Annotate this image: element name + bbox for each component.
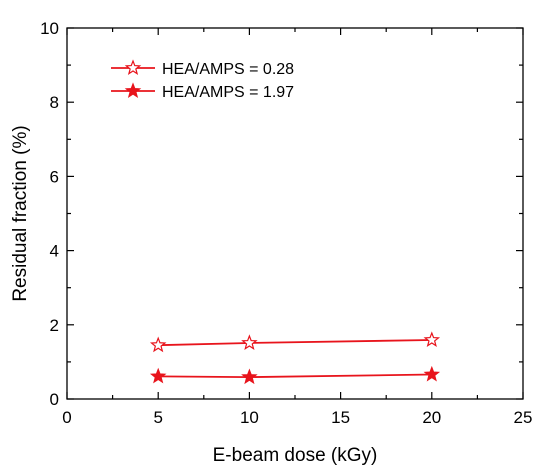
x-tick-label: 15 xyxy=(331,408,350,427)
data-point xyxy=(241,334,258,350)
legend-label: HEA/AMPS = 1.97 xyxy=(162,84,294,101)
legend-marker xyxy=(124,59,142,76)
y-tick-labels: 0 2 4 6 8 10 xyxy=(40,19,59,409)
x-tick-labels: 0 5 10 15 20 25 xyxy=(62,408,532,427)
data-point xyxy=(241,368,258,385)
plot-series xyxy=(149,331,441,385)
y-tick-label: 2 xyxy=(50,316,59,335)
data-point xyxy=(423,331,441,348)
legend: HEA/AMPS = 0.28 HEA/AMPS = 1.97 xyxy=(111,59,294,101)
y-axis-label: Residual fraction (%) xyxy=(10,125,31,301)
legend-label: HEA/AMPS = 0.28 xyxy=(162,61,294,78)
legend-marker xyxy=(124,82,142,99)
legend-item: HEA/AMPS = 1.97 xyxy=(111,82,294,101)
series-line xyxy=(158,373,432,379)
x-tick-label: 10 xyxy=(240,408,259,427)
y-axis-ticks xyxy=(67,27,523,400)
y-tick-label: 8 xyxy=(50,93,59,112)
data-point xyxy=(149,336,167,353)
x-tick-label: 25 xyxy=(514,408,533,427)
x-tick-label: 5 xyxy=(153,408,162,427)
y-tick-label: 10 xyxy=(40,19,59,38)
legend-item: HEA/AMPS = 0.28 xyxy=(111,59,294,78)
data-point xyxy=(423,365,441,382)
series-1 xyxy=(149,331,441,353)
y-tick-label: 6 xyxy=(50,167,59,186)
series-2 xyxy=(149,365,441,385)
x-tick-label: 20 xyxy=(422,408,441,427)
x-tick-label: 0 xyxy=(62,408,71,427)
plot-frame xyxy=(66,27,524,400)
x-axis-ticks xyxy=(66,28,524,399)
y-tick-label: 0 xyxy=(50,390,59,409)
x-axis-label: E-beam dose (kGy) xyxy=(213,445,378,466)
y-tick-label: 4 xyxy=(50,242,59,261)
data-point xyxy=(149,367,167,384)
series-line xyxy=(158,339,432,347)
